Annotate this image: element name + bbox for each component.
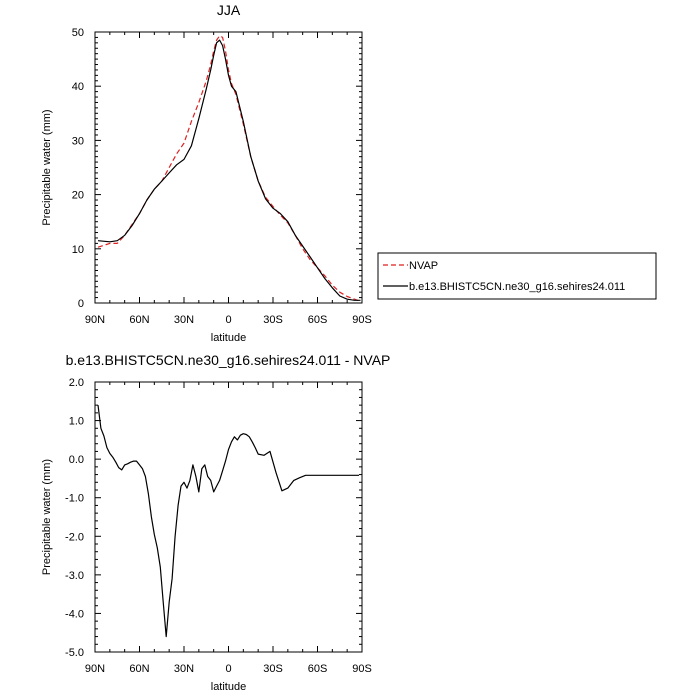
- x-tick-label: 90N: [85, 663, 105, 675]
- x-tick-label: 90N: [85, 314, 105, 326]
- x-axis-title: latitude: [211, 681, 246, 693]
- chart-title: JJA: [217, 2, 241, 18]
- y-tick-label: -4.0: [65, 608, 84, 620]
- chart-difference-precipitable-water: b.e13.BHISTC5CN.ne30_g16.sehires24.011 -…: [41, 352, 390, 693]
- y-tick-label: -5.0: [65, 647, 84, 659]
- y-tick-label: 0.0: [69, 454, 84, 466]
- y-tick-label: 30: [72, 135, 84, 147]
- y-tick-label: -2.0: [65, 531, 84, 543]
- y-tick-label: 1.0: [69, 416, 84, 428]
- y-tick-label: -3.0: [65, 570, 84, 582]
- chart-title: b.e13.BHISTC5CN.ne30_g16.sehires24.011 -…: [66, 352, 391, 368]
- x-tick-label: 60S: [308, 663, 328, 675]
- y-tick-label: 20: [72, 190, 84, 202]
- x-tick-label: 30S: [263, 663, 283, 675]
- legend-box: [377, 252, 657, 300]
- y-tick-label: 40: [72, 81, 84, 93]
- legend: NVAP b.e13.BHISTC5CN.ne30_g16.sehires24.0…: [377, 252, 657, 300]
- series-line-nvap: [97, 35, 361, 302]
- x-tick-label: 90S: [352, 663, 372, 675]
- series-line-difference: [97, 405, 359, 638]
- y-tick-label: 2.0: [69, 377, 84, 389]
- legend-label: NVAP: [409, 260, 438, 272]
- x-tick-label: 30S: [263, 314, 283, 326]
- y-axis-title: Precipitable water (mm): [41, 459, 53, 575]
- x-tick-label: 90S: [352, 314, 372, 326]
- chart-jja-precipitable-water: JJA 90N 60N 30N 0 30S 60S 90S 0 10 20 30 40 50 latitud…: [41, 2, 372, 344]
- y-tick-label: 0: [78, 298, 84, 310]
- y-axis-title: Precipitable water (mm): [41, 109, 53, 225]
- legend-label: b.e13.BHISTC5CN.ne30_g16.sehires24.011: [409, 281, 625, 293]
- x-axis-title: latitude: [211, 332, 246, 344]
- series-line-model: [97, 39, 361, 301]
- x-tick-label: 60N: [129, 663, 149, 675]
- y-tick-label: -1.0: [65, 493, 84, 505]
- x-tick-label: 30N: [174, 314, 194, 326]
- x-tick-label: 0: [225, 314, 231, 326]
- x-tick-label: 30N: [174, 663, 194, 675]
- x-tick-label: 60N: [129, 314, 149, 326]
- x-tick-label: 0: [225, 663, 231, 675]
- plot-frame: [94, 381, 363, 653]
- y-tick-label: 50: [72, 27, 84, 39]
- x-tick-label: 60S: [308, 314, 328, 326]
- y-tick-label: 10: [72, 244, 84, 256]
